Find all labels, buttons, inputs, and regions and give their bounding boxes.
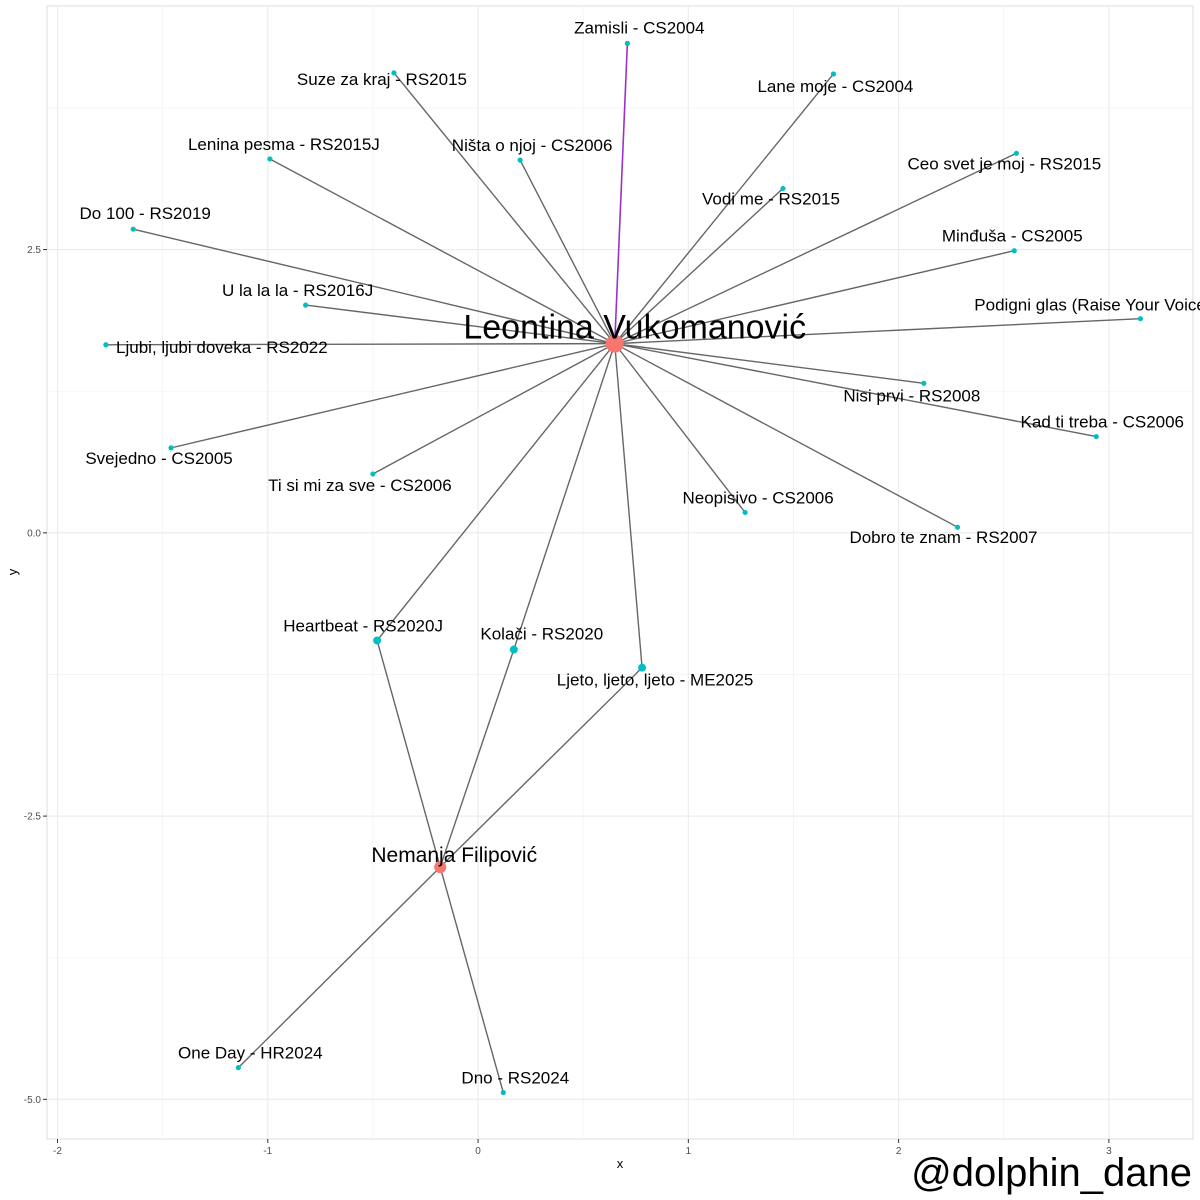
song-node-s7 [780, 185, 786, 192]
node-labels: Zamisli - CS2004 Suze za kraj - RS2015 Lan… [80, 18, 1200, 1087]
song-node-s14 [1093, 433, 1099, 440]
y-tick-label: 2.5 [27, 245, 41, 256]
edge-lv-s13 [614, 342, 924, 384]
song-node-s16 [370, 471, 376, 477]
edge-nf-s23 [439, 866, 504, 1093]
edge-lv-s8 [133, 228, 615, 345]
x-tick-label: 3 [1106, 1146, 1112, 1157]
song-node-s11 [1137, 316, 1144, 322]
y-axis-ticks: -5.0 -2.5 0.0 2.5 [24, 245, 47, 1106]
edge-lv-s19 [376, 343, 616, 641]
song-label-s5: Ništa o njoj - CS2006 [452, 136, 613, 155]
x-tick-label: -2 [53, 1146, 62, 1157]
minor-gridlines [47, 6, 1193, 1139]
song-label-s15: Svejedno - CS2005 [85, 449, 232, 468]
y-tick-label: 0.0 [27, 528, 41, 539]
song-label-s11: Podigni glas (Raise Your Voice) - RS2019… [974, 296, 1200, 315]
artist-label-lv: Leontina Vukomanović [463, 309, 806, 347]
song-label-s1: Zamisli - CS2004 [574, 18, 704, 37]
plot-panel [46, 5, 1194, 1140]
edge-lv-s14 [614, 342, 1097, 438]
song-node-s18 [954, 524, 961, 530]
song-node-s23 [500, 1089, 506, 1096]
y-tick-label: -5.0 [24, 1095, 42, 1106]
edge-lv-s18 [614, 343, 958, 528]
edge-nf-s22 [237, 866, 441, 1069]
song-label-s2: Suze za kraj - RS2015 [297, 70, 467, 89]
x-axis-title: x [617, 1156, 624, 1171]
song-label-s20: Kolači - RS2020 [480, 625, 603, 644]
song-label-s23: Dno - RS2024 [461, 1069, 569, 1088]
song-node-s1 [624, 40, 630, 46]
song-node-s2 [391, 70, 397, 76]
song-node-s13 [921, 380, 927, 386]
edge-lv-s12 [105, 342, 615, 346]
x-axis-ticks: -2 -1 0 1 2 3 [53, 1139, 1112, 1157]
song-node-s22 [235, 1065, 241, 1071]
song-label-s13: Nisi prvi - RS2008 [843, 386, 980, 405]
song-label-s17: Neopisivo - CS2006 [683, 488, 834, 507]
song-label-s12: Ljubi, ljubi doveka - RS2022 [116, 338, 328, 357]
song-node-s5 [517, 157, 523, 163]
y-axis-title: y [5, 568, 20, 575]
song-label-s18: Dobro te znam - RS2007 [849, 528, 1037, 547]
edge-lv-s5 [519, 159, 616, 344]
edge-lv-s10 [305, 304, 615, 345]
x-tick-label: 1 [686, 1146, 692, 1157]
y-tick-label: -2.5 [24, 812, 42, 823]
song-node-s15 [168, 445, 174, 451]
x-tick-label: 0 [475, 1146, 481, 1157]
song-node-s9 [1011, 248, 1017, 254]
song-label-s16: Ti si mi za sve - CS2006 [268, 476, 452, 495]
song-label-s22: One Day - HR2024 [178, 1044, 323, 1063]
song-label-s14: Kad ti treba - CS2006 [1021, 413, 1184, 432]
song-label-s4: Lenina pesma - RS2015J [188, 135, 380, 154]
song-node-s8 [130, 226, 136, 232]
song-label-s9: Minđuša - CS2005 [942, 227, 1083, 246]
edge-nf-s20 [439, 649, 515, 868]
edge-lv-s3 [614, 73, 834, 345]
edge-lv-s9 [614, 250, 1015, 345]
song-node-s10 [303, 302, 309, 308]
song-label-s21: Ljeto, ljeto, ljeto - ME2025 [557, 671, 754, 690]
song-label-s19: Heartbeat - RS2020J [283, 616, 443, 635]
artist-node-lv [605, 334, 624, 353]
song-node-s20 [509, 645, 518, 654]
x-tick-label: -1 [263, 1146, 272, 1157]
edge-lv-s20 [513, 343, 616, 650]
song-node-s17 [742, 509, 748, 516]
song-label-s7: Vodi me - RS2015 [702, 189, 840, 208]
song-node-s12 [103, 342, 109, 348]
artist-label-nf: Nemanja Filipović [371, 844, 537, 867]
song-label-s8: Do 100 - RS2019 [80, 204, 211, 223]
song-node-s4 [267, 156, 273, 162]
edge-lv-s17 [614, 343, 746, 513]
edge-nf-s21 [439, 667, 643, 868]
edge-lv-s4 [269, 158, 616, 345]
x-tick-label: 2 [896, 1146, 902, 1157]
edge-lv-s6 [614, 152, 1017, 345]
song-label-s6: Ceo svet je moj - RS2015 [908, 154, 1102, 173]
song-node-s3 [830, 71, 837, 77]
major-gridlines [47, 6, 1193, 1139]
song-node-s19 [373, 636, 382, 645]
song-label-s3: Lane moje - CS2004 [757, 77, 913, 96]
edge-lv-s2 [393, 72, 616, 345]
nodes [103, 40, 1144, 1096]
song-label-s10: U la la la - RS2016J [222, 281, 373, 300]
edge-lv-s1 [613, 43, 629, 344]
edge-lv-s11 [614, 318, 1141, 345]
edge-lv-s15 [170, 342, 615, 449]
edge-lv-s7 [614, 187, 784, 345]
edge-lv-s16 [372, 343, 616, 475]
edge-lv-s21 [614, 343, 643, 668]
edge-nf-s19 [376, 640, 441, 868]
song-node-s21 [638, 663, 647, 672]
song-node-s6 [1013, 150, 1019, 156]
artist-node-nf [434, 861, 447, 874]
edges [105, 43, 1141, 1093]
watermark-handle: @dolphin_dane [911, 1151, 1192, 1195]
